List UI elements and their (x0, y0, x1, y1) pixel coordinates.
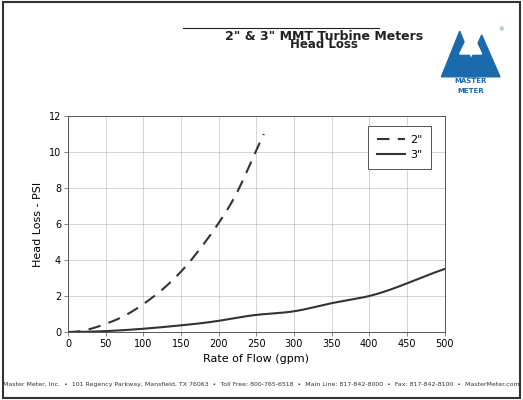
Line: 3": 3" (68, 269, 445, 332)
3" (382, 289, 389, 294)
2" (260, 132, 267, 136)
Polygon shape (463, 35, 500, 77)
3" (289, 309, 295, 314)
Text: 2" & 3" MMT Turbine Meters: 2" & 3" MMT Turbine Meters (225, 30, 423, 43)
Line: 2": 2" (68, 134, 264, 332)
2" (67, 330, 73, 334)
3" (295, 308, 302, 313)
3" (65, 330, 71, 334)
Polygon shape (441, 31, 478, 77)
2" (243, 171, 249, 176)
Text: METER: METER (457, 88, 484, 94)
2" (185, 261, 191, 266)
3" (406, 280, 413, 285)
Polygon shape (460, 31, 482, 54)
2" (65, 330, 72, 334)
2" (231, 196, 237, 201)
Text: MASTER: MASTER (454, 78, 487, 84)
2" (181, 265, 188, 270)
3" (66, 330, 72, 334)
Text: ®: ® (499, 27, 504, 32)
3" (441, 266, 448, 271)
2" (65, 330, 71, 334)
2" (182, 264, 188, 269)
Legend: 2", 3": 2", 3" (368, 126, 431, 169)
Text: Master Meter, Inc.  •  101 Regency Parkway, Mansfield, TX 76063  •  Toll Free: 8: Master Meter, Inc. • 101 Regency Parkway… (3, 382, 520, 387)
Y-axis label: Head Loss - PSI: Head Loss - PSI (33, 182, 43, 266)
Text: Head Loss: Head Loss (290, 38, 358, 51)
3" (288, 309, 294, 314)
X-axis label: Rate of Flow (gpm): Rate of Flow (gpm) (203, 354, 309, 364)
